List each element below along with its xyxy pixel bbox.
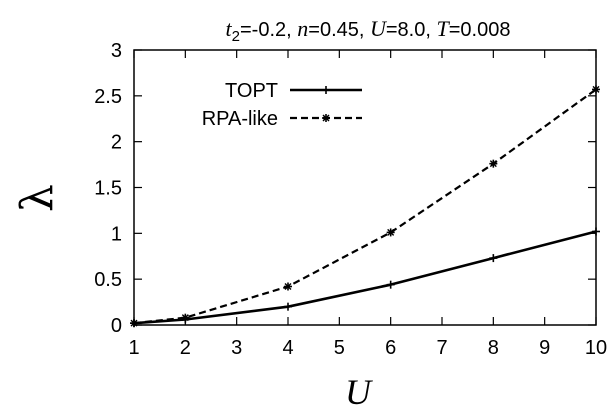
y-tick-label: 1 bbox=[111, 223, 122, 245]
legend-label-topt: TOPT bbox=[225, 80, 278, 102]
data-point-rpa-like bbox=[284, 282, 292, 291]
y-axis-label: λ bbox=[12, 184, 63, 212]
x-tick-label: 7 bbox=[436, 337, 447, 359]
y-tick-label: 2.5 bbox=[94, 86, 122, 108]
plot-frame bbox=[133, 49, 597, 326]
title-n-value: =0.45, bbox=[308, 19, 370, 41]
title-t-value: =-0.2, bbox=[240, 19, 297, 41]
series-layer bbox=[130, 85, 600, 328]
x-tick-label: 8 bbox=[488, 337, 499, 359]
series-line-topt bbox=[133, 230, 597, 325]
x-tick-label: 1 bbox=[128, 337, 139, 359]
series-line-rpa-like bbox=[133, 88, 597, 325]
data-point-rpa-like bbox=[489, 159, 498, 168]
y-tick-label: 0.5 bbox=[94, 269, 122, 291]
data-point-topt bbox=[489, 254, 498, 263]
title-t-symbol: t bbox=[226, 16, 233, 41]
legend-marker-point bbox=[322, 86, 330, 94]
x-tick-label: 9 bbox=[539, 337, 550, 359]
title-T-symbol: T bbox=[436, 16, 450, 41]
x-tick-label: 10 bbox=[585, 337, 607, 359]
y-tick-label: 2 bbox=[111, 132, 122, 154]
title-U-value: =8.0, bbox=[386, 19, 437, 41]
y-tick-label: 0 bbox=[111, 315, 122, 337]
data-point-topt bbox=[386, 280, 395, 289]
y-tick-label: 1.5 bbox=[94, 178, 122, 200]
legend-marker-topt bbox=[322, 86, 330, 94]
legend-marker-point bbox=[322, 114, 330, 122]
x-tick-label: 6 bbox=[385, 337, 396, 359]
chart-title: t2=-0.2, n=0.45, U=8.0, T=0.008 bbox=[226, 16, 511, 45]
title-t-subscript: 2 bbox=[232, 28, 240, 45]
x-tick-label: 3 bbox=[231, 337, 242, 359]
ticks-layer: 1 2 3 4 5 6 7 8 9 10 0 0.5 1 1.5 2 2.5 3 bbox=[94, 40, 607, 359]
data-point-topt bbox=[284, 302, 292, 311]
x-axis-label: U bbox=[345, 372, 373, 412]
legend: TOPT RPA-like bbox=[202, 80, 362, 130]
data-point-rpa-like bbox=[386, 228, 395, 237]
x-tick-label: 5 bbox=[334, 337, 345, 359]
y-tick-label: 3 bbox=[111, 40, 122, 62]
x-tick-label: 2 bbox=[180, 337, 191, 359]
title-n-symbol: n bbox=[297, 16, 308, 41]
data-point-rpa-like bbox=[181, 313, 190, 322]
title-T-value: =0.008 bbox=[449, 19, 511, 41]
legend-label-rpa-like: RPA-like bbox=[202, 108, 278, 130]
title-U-symbol: U bbox=[370, 16, 388, 41]
legend-marker-rpa-like bbox=[322, 114, 330, 122]
x-tick-label: 4 bbox=[282, 337, 293, 359]
